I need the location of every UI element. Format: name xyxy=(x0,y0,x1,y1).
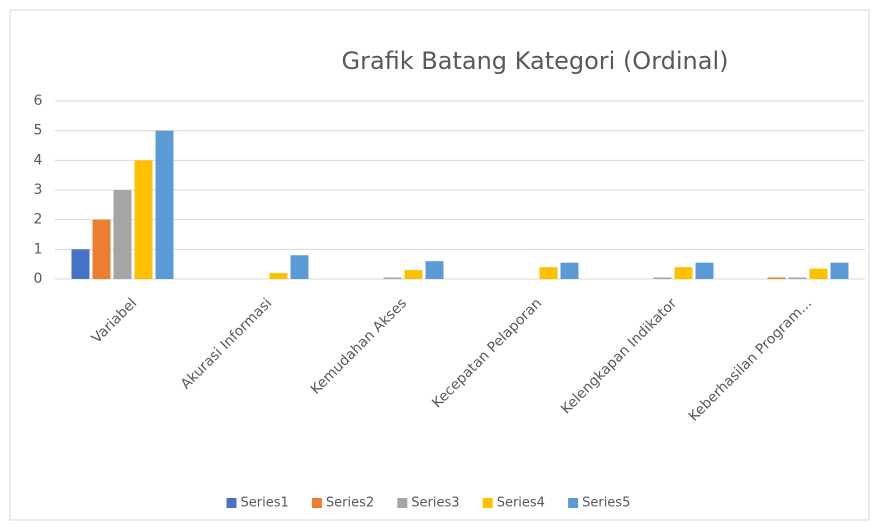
bar xyxy=(788,277,807,279)
bar xyxy=(404,270,423,279)
y-tick-label: 0 xyxy=(34,271,43,287)
legend-label: Series4 xyxy=(497,496,545,511)
legend-label: Series1 xyxy=(241,496,289,511)
bar xyxy=(383,277,402,279)
bar xyxy=(695,262,714,279)
bar xyxy=(560,262,579,279)
legend-swatch xyxy=(482,498,493,508)
y-tick-label: 5 xyxy=(34,123,43,139)
bar xyxy=(71,249,90,279)
bar xyxy=(674,267,693,279)
bar xyxy=(653,277,672,279)
bar xyxy=(92,219,111,279)
y-tick-label: 3 xyxy=(34,182,43,198)
y-tick-label: 2 xyxy=(34,212,43,228)
bar xyxy=(269,273,288,279)
chart-title: Grafik Batang Kategori (Ordinal) xyxy=(341,47,728,75)
legend-label: Series2 xyxy=(326,496,374,511)
bar xyxy=(539,267,558,279)
bar xyxy=(113,190,132,279)
y-tick-label: 4 xyxy=(34,152,43,168)
legend-label: Series5 xyxy=(582,496,630,511)
bar xyxy=(155,130,174,279)
y-tick-label: 1 xyxy=(34,241,43,257)
bar xyxy=(134,160,153,279)
legend-swatch xyxy=(311,498,322,508)
bar xyxy=(425,261,444,279)
legend-swatch xyxy=(568,498,579,508)
legend-label: Series3 xyxy=(411,496,459,511)
bar xyxy=(830,262,849,279)
y-tick-label: 6 xyxy=(34,93,43,109)
bar xyxy=(809,268,828,279)
legend-swatch xyxy=(226,498,237,508)
bar xyxy=(290,255,309,279)
legend-swatch xyxy=(397,498,408,508)
bar xyxy=(767,277,786,279)
